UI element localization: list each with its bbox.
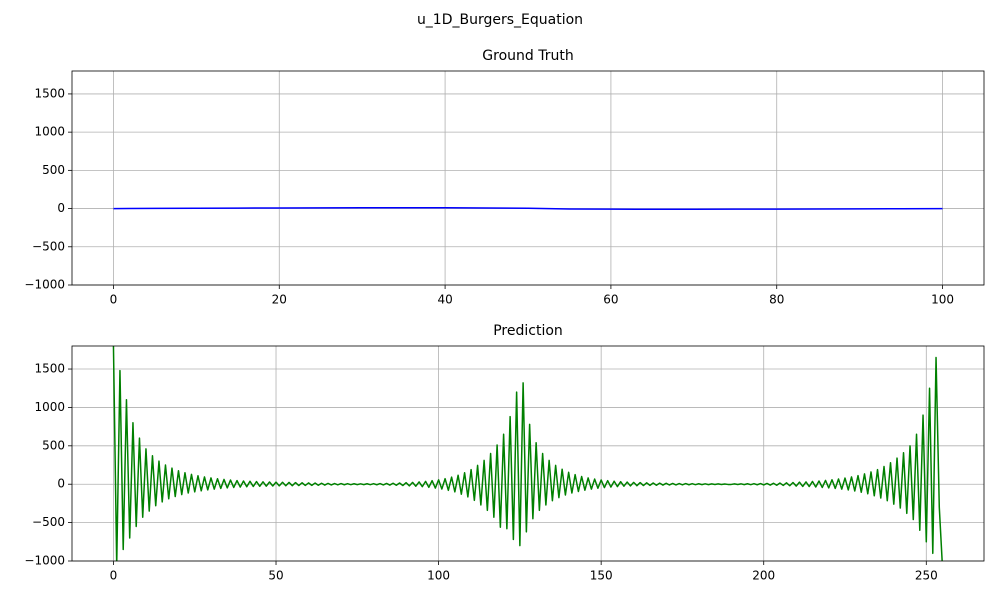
x-tick-label: 20 (272, 293, 287, 307)
data-line (112, 346, 943, 561)
x-tick-label: 150 (590, 569, 613, 583)
y-tick-label: 1000 (34, 125, 65, 139)
x-tick-label: 100 (427, 569, 450, 583)
figure-title: u_1D_Burgers_Equation (417, 12, 583, 28)
y-tick-label: 500 (42, 438, 65, 452)
y-tick-label: 0 (57, 477, 65, 491)
data-line (113, 207, 943, 211)
axes-frame (71, 70, 985, 286)
x-tick-label: 40 (437, 293, 452, 307)
x-tick-label: 50 (268, 569, 283, 583)
y-tick-label: 1500 (34, 362, 65, 376)
x-tick-label: 200 (752, 569, 775, 583)
y-tick-label: −500 (32, 515, 65, 529)
y-tick-label: 500 (42, 163, 65, 177)
y-tick-label: −1000 (24, 554, 65, 568)
subplot-title: Ground Truth (482, 48, 573, 64)
x-tick-label: 100 (931, 293, 954, 307)
y-tick-label: −500 (32, 239, 65, 253)
subplot: Prediction 0 50 100 150 200 250 −1000 −500 0 500 10… (24, 323, 985, 583)
y-tick-label: 1500 (34, 86, 65, 100)
x-tick-label: 0 (110, 293, 118, 307)
axes-frame (71, 345, 985, 562)
x-tick-label: 0 (110, 569, 118, 583)
y-tick-label: 1000 (34, 400, 65, 414)
y-tick-label: 0 (57, 201, 65, 215)
y-tick-label: −1000 (24, 278, 65, 292)
subplot-title: Prediction (493, 323, 563, 339)
x-tick-label: 250 (915, 569, 938, 583)
x-tick-label: 60 (603, 293, 618, 307)
subplot: Ground Truth 0 20 40 60 80 100 −1000 −500 0 500 100… (24, 48, 985, 307)
x-tick-label: 80 (769, 293, 784, 307)
